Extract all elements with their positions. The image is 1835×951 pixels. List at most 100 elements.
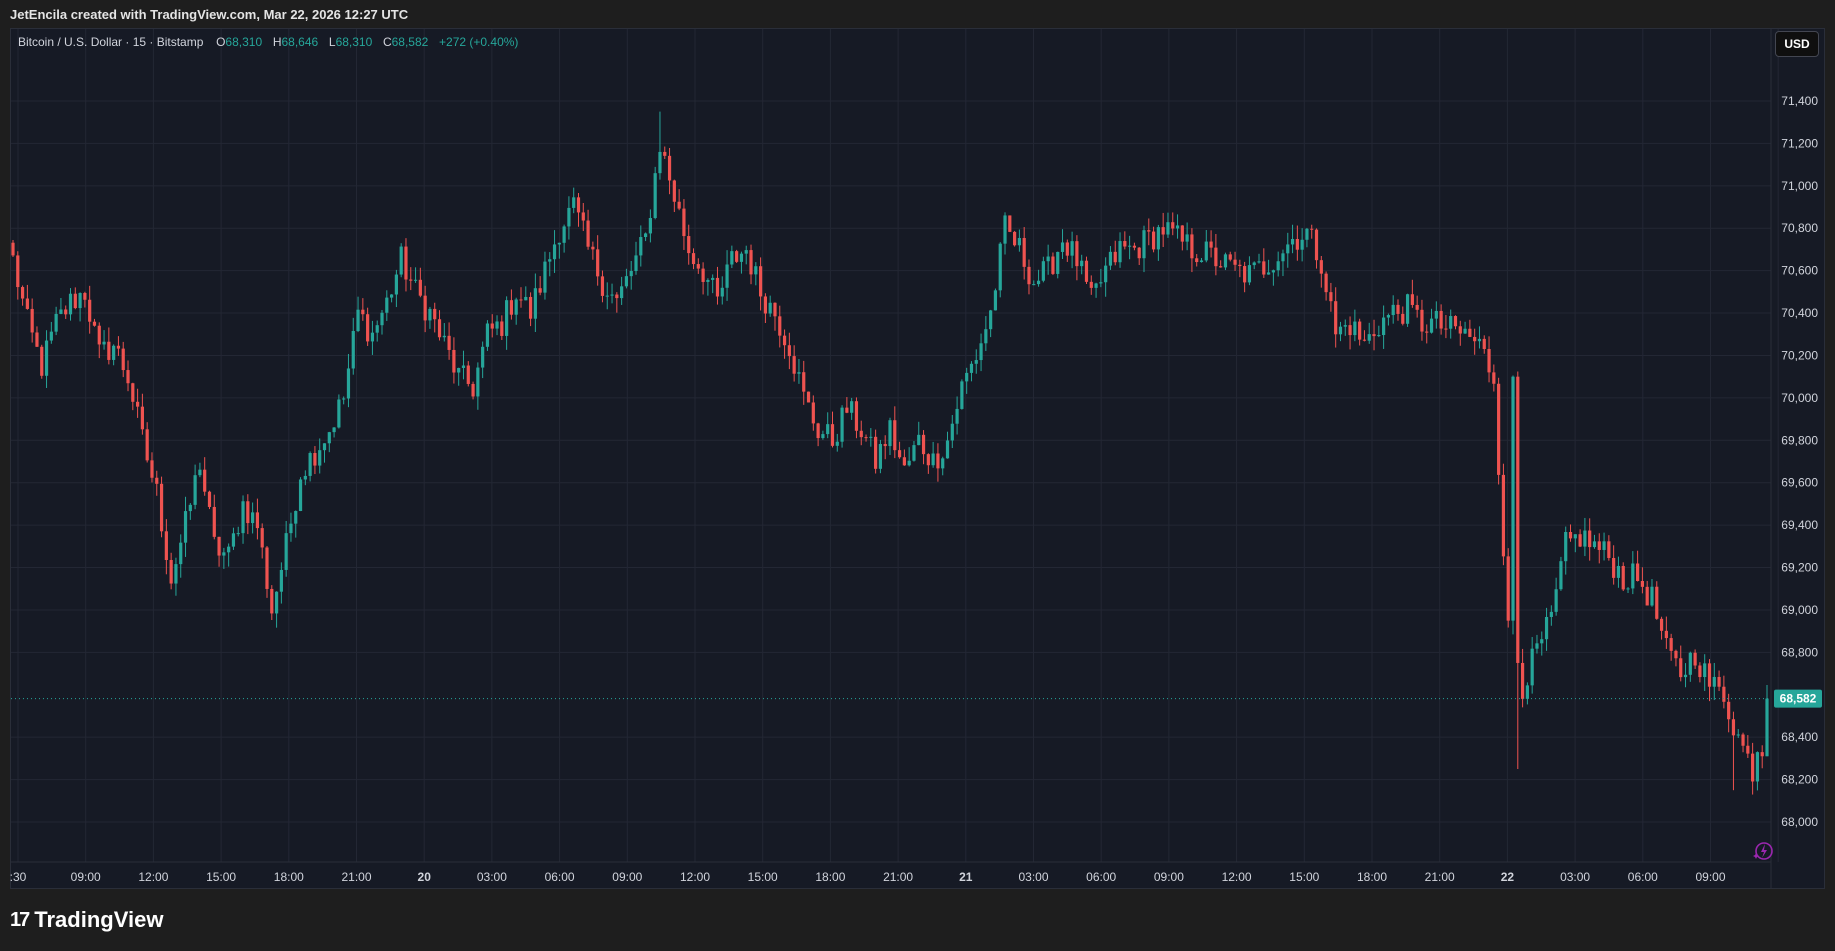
- candle-body: [433, 308, 437, 320]
- candle-body: [1554, 589, 1558, 612]
- candle-body: [1717, 676, 1721, 687]
- candle-body: [174, 564, 178, 584]
- time-tick-label: 03:00: [477, 870, 507, 884]
- time-tick-label: 21:00: [341, 870, 371, 884]
- candle-body: [1324, 273, 1328, 293]
- candle-body: [1382, 317, 1386, 336]
- candle-body: [840, 407, 844, 442]
- candle-body: [308, 453, 312, 476]
- candle-body: [1017, 237, 1021, 246]
- candle-body: [1588, 530, 1592, 548]
- low-value: 68,310: [335, 35, 373, 49]
- candle-body: [1257, 261, 1261, 263]
- candle-body: [1056, 251, 1060, 274]
- candle-body: [778, 316, 782, 336]
- candle-body: [1669, 638, 1673, 651]
- tradingview-logo[interactable]: 17 TradingView: [10, 907, 164, 932]
- candle-body: [936, 453, 940, 469]
- candle-body: [1429, 318, 1434, 333]
- candle-body: [1434, 310, 1438, 319]
- symbol-title[interactable]: Bitcoin / U.S. Dollar · 15 · Bitstamp: [18, 35, 204, 49]
- time-tick-label: 12:00: [1222, 870, 1252, 884]
- candle-body: [485, 323, 490, 347]
- candle-body: [1060, 242, 1065, 252]
- candle-body: [1195, 258, 1199, 263]
- candle-body: [543, 261, 547, 293]
- symbol-legend: Bitcoin / U.S. Dollar · 15 · Bitstamp O6…: [18, 34, 518, 50]
- price-tick-label: 69,000: [1781, 603, 1818, 617]
- candle-body: [1487, 349, 1491, 373]
- candle-body: [1075, 241, 1079, 267]
- candle-body: [1175, 225, 1180, 229]
- candle-body: [811, 402, 815, 424]
- candle-body: [931, 453, 935, 466]
- candle-body: [442, 335, 446, 338]
- candle-body: [1607, 541, 1611, 558]
- time-tick-label: 06:00: [1628, 870, 1658, 884]
- candle-body: [902, 457, 906, 466]
- candle-body: [667, 155, 672, 181]
- candle-body: [1171, 222, 1175, 229]
- logo-wordmark: TradingView: [34, 907, 164, 932]
- currency-button[interactable]: USD: [1775, 31, 1819, 57]
- logo-mark: 17: [10, 908, 30, 931]
- candle-body: [869, 436, 873, 438]
- time-tick-label: 20: [418, 870, 432, 884]
- close-label: C: [382, 35, 392, 49]
- candle-body: [1367, 334, 1371, 341]
- candle-body: [639, 237, 643, 256]
- time-tick-label: 09:00: [1154, 870, 1184, 884]
- candle-body: [279, 569, 283, 592]
- candle-body: [1405, 294, 1410, 324]
- time-tick-label: 15:00: [206, 870, 236, 884]
- candle-body: [974, 360, 978, 364]
- candle-body: [40, 346, 44, 376]
- candle-body: [782, 335, 787, 346]
- candle-body: [763, 296, 767, 314]
- candle-body: [1080, 260, 1084, 267]
- candle-body: [749, 250, 753, 275]
- candle-body: [1674, 650, 1678, 659]
- time-tick-label: 03:00: [1560, 870, 1590, 884]
- candle-body: [289, 523, 293, 534]
- candle-body: [921, 434, 926, 455]
- candle-body: [471, 383, 475, 397]
- candle-body: [92, 321, 97, 326]
- candle-body: [1013, 231, 1017, 246]
- candle-body: [572, 197, 576, 208]
- candle-body: [643, 233, 648, 238]
- candle-body: [351, 331, 355, 369]
- candle-body: [945, 440, 950, 459]
- candle-body: [1396, 304, 1400, 314]
- candle-body: [850, 401, 854, 413]
- candle-body: [634, 255, 638, 271]
- candle-body: [1281, 253, 1285, 262]
- candle-body: [1022, 237, 1026, 267]
- candle-body: [380, 312, 384, 326]
- lightning-icon[interactable]: [1752, 840, 1774, 862]
- candle-body: [725, 264, 729, 288]
- candle-body: [696, 264, 700, 269]
- candle-body: [20, 287, 25, 299]
- candle-body: [298, 479, 303, 512]
- candle-body: [1592, 541, 1597, 548]
- candle-body: [1760, 752, 1764, 757]
- candle-body: [1314, 229, 1319, 261]
- candle-body: [59, 309, 63, 314]
- time-tick-label: 06:00: [1086, 870, 1116, 884]
- candle-body: [35, 332, 39, 347]
- candle-body: [562, 226, 566, 243]
- candle-body: [1501, 474, 1506, 557]
- candle-body: [437, 319, 442, 338]
- candle-body: [265, 547, 269, 589]
- candle-body: [428, 308, 432, 321]
- candle-body: [1520, 662, 1525, 699]
- candle-body: [389, 294, 394, 298]
- chart-frame[interactable]: [10, 28, 1825, 889]
- candle-body: [1568, 531, 1573, 539]
- candle-body: [998, 243, 1002, 291]
- candle-body: [490, 323, 494, 329]
- candle-body: [600, 276, 605, 296]
- candle-body: [1295, 238, 1299, 250]
